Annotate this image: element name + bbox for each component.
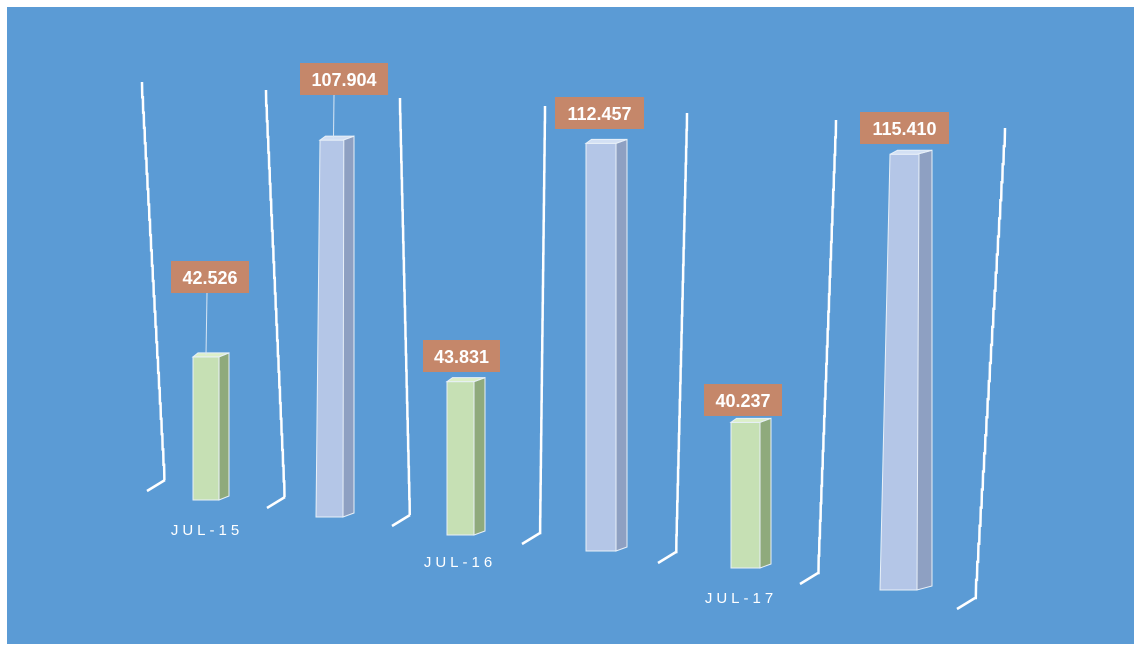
bar-top-6	[889, 149, 933, 155]
bar-3	[445, 376, 486, 536]
bar-side-1	[218, 352, 230, 501]
bar-1	[191, 352, 230, 501]
floor-tick-6	[799, 571, 819, 586]
bar-top-5	[729, 417, 772, 423]
bar-5	[729, 417, 772, 569]
bar-side-5	[759, 417, 772, 569]
leader-line-2	[333, 94, 335, 139]
data-label-text-4: 112.457	[567, 104, 631, 124]
floor-tick-1	[146, 478, 166, 493]
gridlines	[140, 81, 1007, 611]
bar-front-5	[730, 421, 761, 569]
data-label-3: 43.831	[423, 340, 500, 372]
data-label-box-1	[171, 261, 249, 293]
gridline-4	[538, 105, 547, 535]
gridline-5	[675, 112, 689, 554]
bar-front-4	[585, 142, 617, 552]
data-label-5: 40.237	[704, 384, 782, 416]
bar-front-3	[446, 381, 475, 536]
bar-side-2	[342, 135, 355, 518]
bar-2	[315, 135, 355, 518]
floor-tick-2	[266, 495, 286, 510]
category-label-3: JUL-17	[705, 590, 777, 607]
data-label-box-5	[704, 384, 782, 416]
gridline-1	[140, 81, 166, 482]
leader-line-1	[205, 292, 208, 355]
bar-6	[879, 149, 933, 591]
data-label-6: 115.410	[860, 112, 949, 144]
bar-4	[584, 138, 628, 552]
data-label-box-4	[555, 97, 644, 129]
category-label-2: JUL-16	[424, 554, 496, 571]
data-label-box-3	[423, 340, 500, 372]
gridline-2	[264, 89, 286, 499]
data-label-box-2	[300, 63, 388, 95]
bar-front-2	[315, 139, 345, 518]
data-label-text-2: 107.904	[311, 70, 376, 90]
bar-side-4	[615, 138, 628, 552]
data-label-box-6	[860, 112, 949, 144]
bar-side-6	[916, 149, 933, 591]
gridline-7	[974, 127, 1007, 600]
bar-side-3	[473, 376, 486, 536]
bar-top-3	[445, 377, 486, 383]
data-label-text-5: 40.237	[715, 391, 770, 411]
bar-top-2	[318, 135, 355, 141]
bar-top-4	[584, 138, 628, 144]
bars	[191, 135, 933, 591]
gridline-6	[817, 119, 838, 575]
bar-top-1	[191, 352, 230, 358]
category-labels: JUL-15 JUL-16 JUL-17	[171, 522, 777, 607]
data-labels: 42.526 107.904 43.831 112.457 40.237 115.410	[171, 63, 949, 416]
floor-tick-5	[657, 550, 677, 565]
bar-front-1	[192, 356, 220, 501]
floor-tick-3	[391, 513, 411, 528]
data-label-text-1: 42.526	[182, 268, 237, 288]
floor-tick-4	[521, 531, 541, 546]
data-label-text-6: 115.410	[872, 119, 936, 139]
data-label-1: 42.526	[171, 261, 249, 355]
data-label-4: 112.457	[555, 97, 644, 129]
gridline-3	[398, 97, 411, 517]
data-label-text-3: 43.831	[434, 347, 489, 367]
floor-tick-7	[956, 596, 976, 611]
category-label-1: JUL-15	[171, 522, 243, 539]
data-label-2: 107.904	[300, 63, 388, 139]
